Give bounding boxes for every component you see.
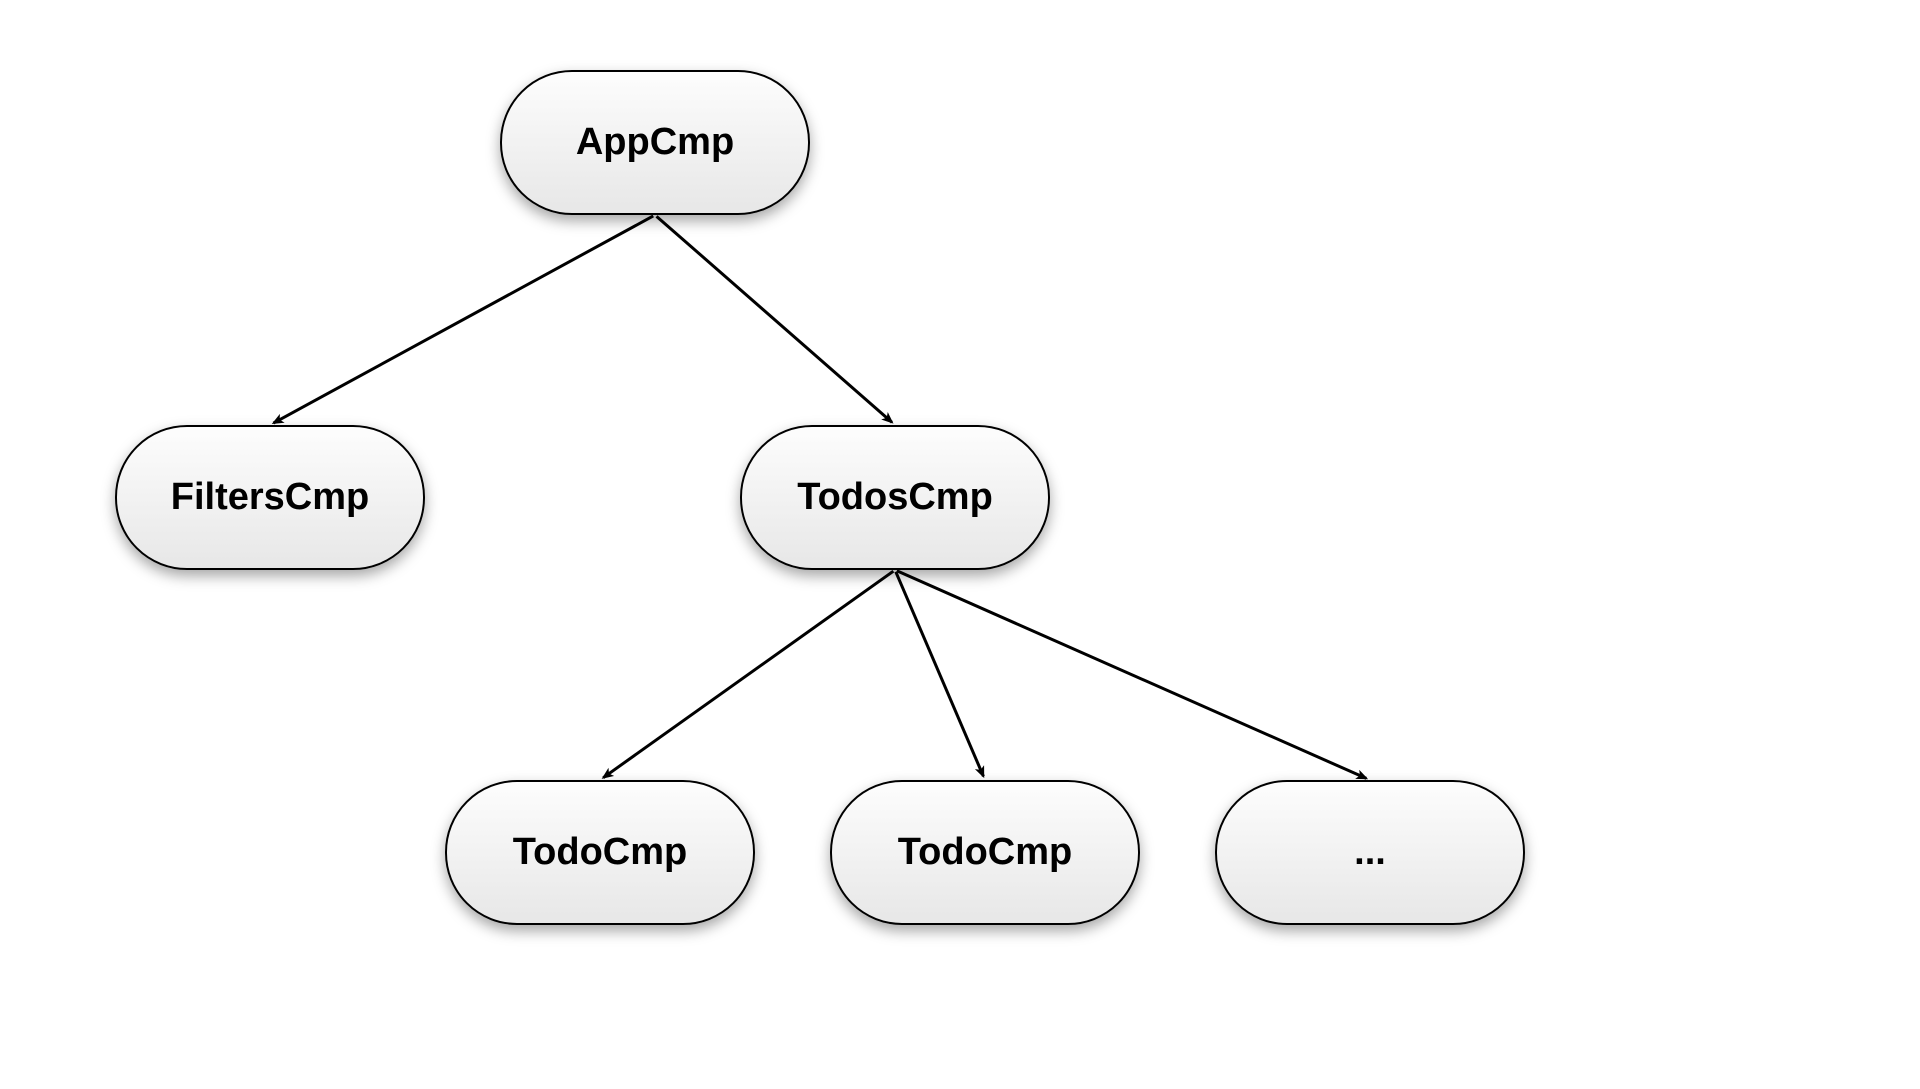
node-more: ... xyxy=(1215,780,1525,925)
edge-todos-todo2 xyxy=(896,572,984,776)
node-label: TodoCmp xyxy=(513,831,687,874)
node-filters: FiltersCmp xyxy=(115,425,425,570)
diagram-canvas: AppCmp FiltersCmp TodosCmp TodoCmp TodoC… xyxy=(0,0,1920,1089)
edge-todos-todo1 xyxy=(603,571,893,778)
node-todo1: TodoCmp xyxy=(445,780,755,925)
edge-app-filters xyxy=(274,216,654,423)
node-todo2: TodoCmp xyxy=(830,780,1140,925)
node-label: AppCmp xyxy=(576,121,734,164)
node-label: FiltersCmp xyxy=(171,476,369,519)
edge-app-todos xyxy=(657,216,892,422)
node-label: TodoCmp xyxy=(898,831,1072,874)
edge-todos-more xyxy=(897,571,1367,779)
node-app: AppCmp xyxy=(500,70,810,215)
node-label: TodosCmp xyxy=(797,476,993,519)
node-label: ... xyxy=(1354,831,1386,874)
node-todos: TodosCmp xyxy=(740,425,1050,570)
